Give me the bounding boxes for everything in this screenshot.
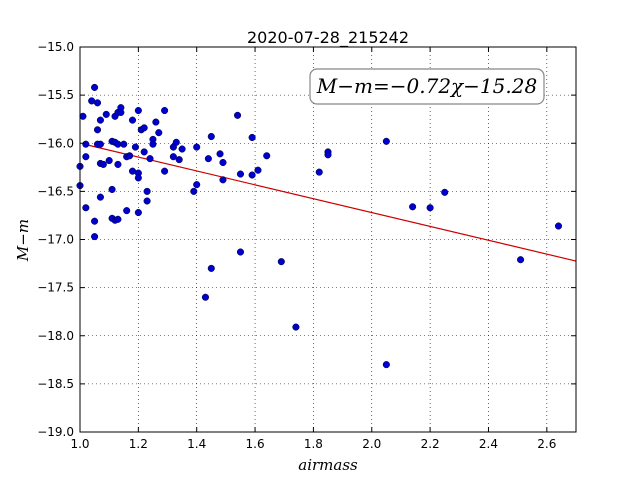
data-point — [123, 207, 131, 215]
y-tick-label: −17.0 — [37, 233, 74, 247]
data-point — [82, 140, 90, 148]
x-tick-label: 1.8 — [304, 437, 323, 451]
data-point — [93, 126, 102, 134]
data-point — [131, 143, 139, 151]
data-point — [91, 233, 99, 241]
data-point — [263, 152, 271, 160]
data-point — [96, 193, 104, 201]
data-point — [554, 222, 563, 230]
data-point — [143, 197, 151, 205]
data-point — [382, 137, 390, 145]
data-point — [292, 323, 300, 331]
x-tick-label: 2.0 — [362, 437, 381, 451]
y-axis-label: M−m — [14, 219, 32, 262]
data-point — [409, 203, 417, 211]
data-point — [91, 217, 99, 225]
axis-ticks: 1.0 1.2 1.4 1.6 1.8 2.0 2.2 2.4 2.6 −15.0 −15.5 −16… — [37, 40, 576, 451]
fit-equation-box: M−m=−0.72χ−15.28 — [309, 68, 545, 105]
data-point — [207, 132, 215, 141]
data-point — [128, 116, 137, 124]
data-point — [236, 248, 245, 256]
data-point — [277, 258, 285, 266]
data-point — [382, 361, 390, 369]
data-point — [193, 143, 201, 151]
y-tick-label: −15.0 — [37, 40, 74, 54]
data-point — [134, 174, 142, 182]
data-points — [76, 83, 563, 369]
y-tick-label: −19.0 — [37, 425, 74, 439]
y-tick-label: −16.0 — [37, 136, 74, 150]
x-tick-label: 1.0 — [70, 437, 89, 451]
data-point — [82, 204, 90, 212]
data-point — [216, 150, 224, 158]
data-point — [175, 156, 183, 164]
data-point — [114, 215, 122, 223]
data-point — [79, 112, 87, 120]
data-point — [207, 264, 215, 272]
data-point — [93, 99, 102, 107]
y-tick-label: −18.0 — [37, 329, 74, 343]
data-point — [254, 166, 262, 174]
data-point — [155, 129, 163, 137]
data-point — [169, 143, 177, 151]
chart-title: 2020-07-28_215242 — [247, 28, 409, 48]
data-point — [117, 108, 125, 116]
y-tick-label: −15.5 — [37, 88, 74, 102]
data-point — [201, 293, 210, 301]
data-point — [315, 168, 323, 176]
data-point — [146, 155, 154, 163]
x-tick-label: 2.4 — [479, 437, 498, 451]
data-point — [96, 116, 104, 124]
data-point — [190, 187, 198, 195]
data-point — [426, 204, 434, 212]
data-point — [152, 118, 160, 126]
data-point — [140, 124, 148, 132]
x-tick-label: 1.6 — [246, 437, 265, 451]
data-point — [236, 170, 245, 178]
data-point — [248, 171, 256, 179]
data-point — [99, 160, 107, 168]
fit-line — [85, 144, 577, 262]
data-point — [149, 140, 157, 148]
x-tick-label: 2.2 — [421, 437, 440, 451]
data-point — [102, 110, 110, 118]
data-point — [161, 167, 169, 175]
y-tick-label: −16.5 — [37, 184, 74, 198]
y-tick-label: −18.5 — [37, 377, 74, 391]
data-point — [108, 185, 116, 193]
data-point — [91, 83, 99, 91]
data-point — [134, 106, 142, 115]
data-point — [114, 160, 122, 168]
data-point — [234, 111, 242, 119]
data-point — [120, 140, 128, 148]
data-point — [248, 133, 256, 142]
data-point — [204, 155, 212, 163]
data-point — [178, 145, 186, 153]
data-point — [193, 181, 201, 189]
x-tick-label: 1.4 — [187, 437, 206, 451]
data-point — [517, 256, 525, 264]
data-point — [134, 209, 142, 217]
data-point — [96, 140, 104, 148]
data-point — [219, 158, 227, 167]
y-tick-label: −17.5 — [37, 281, 74, 295]
data-point — [161, 106, 169, 115]
data-point — [324, 151, 332, 159]
data-point — [126, 152, 134, 160]
data-point — [82, 153, 90, 161]
fit-equation: M−m=−0.72χ−15.28 — [316, 74, 537, 98]
data-point — [105, 157, 113, 165]
data-point — [140, 148, 148, 156]
x-axis-label: airmass — [298, 456, 358, 474]
fit-line-group — [85, 144, 577, 262]
data-point — [441, 188, 449, 196]
x-tick-label: 2.6 — [537, 437, 556, 451]
data-point — [169, 153, 177, 161]
x-tick-label: 1.2 — [129, 437, 148, 451]
data-point — [143, 187, 151, 195]
data-point — [219, 176, 227, 184]
